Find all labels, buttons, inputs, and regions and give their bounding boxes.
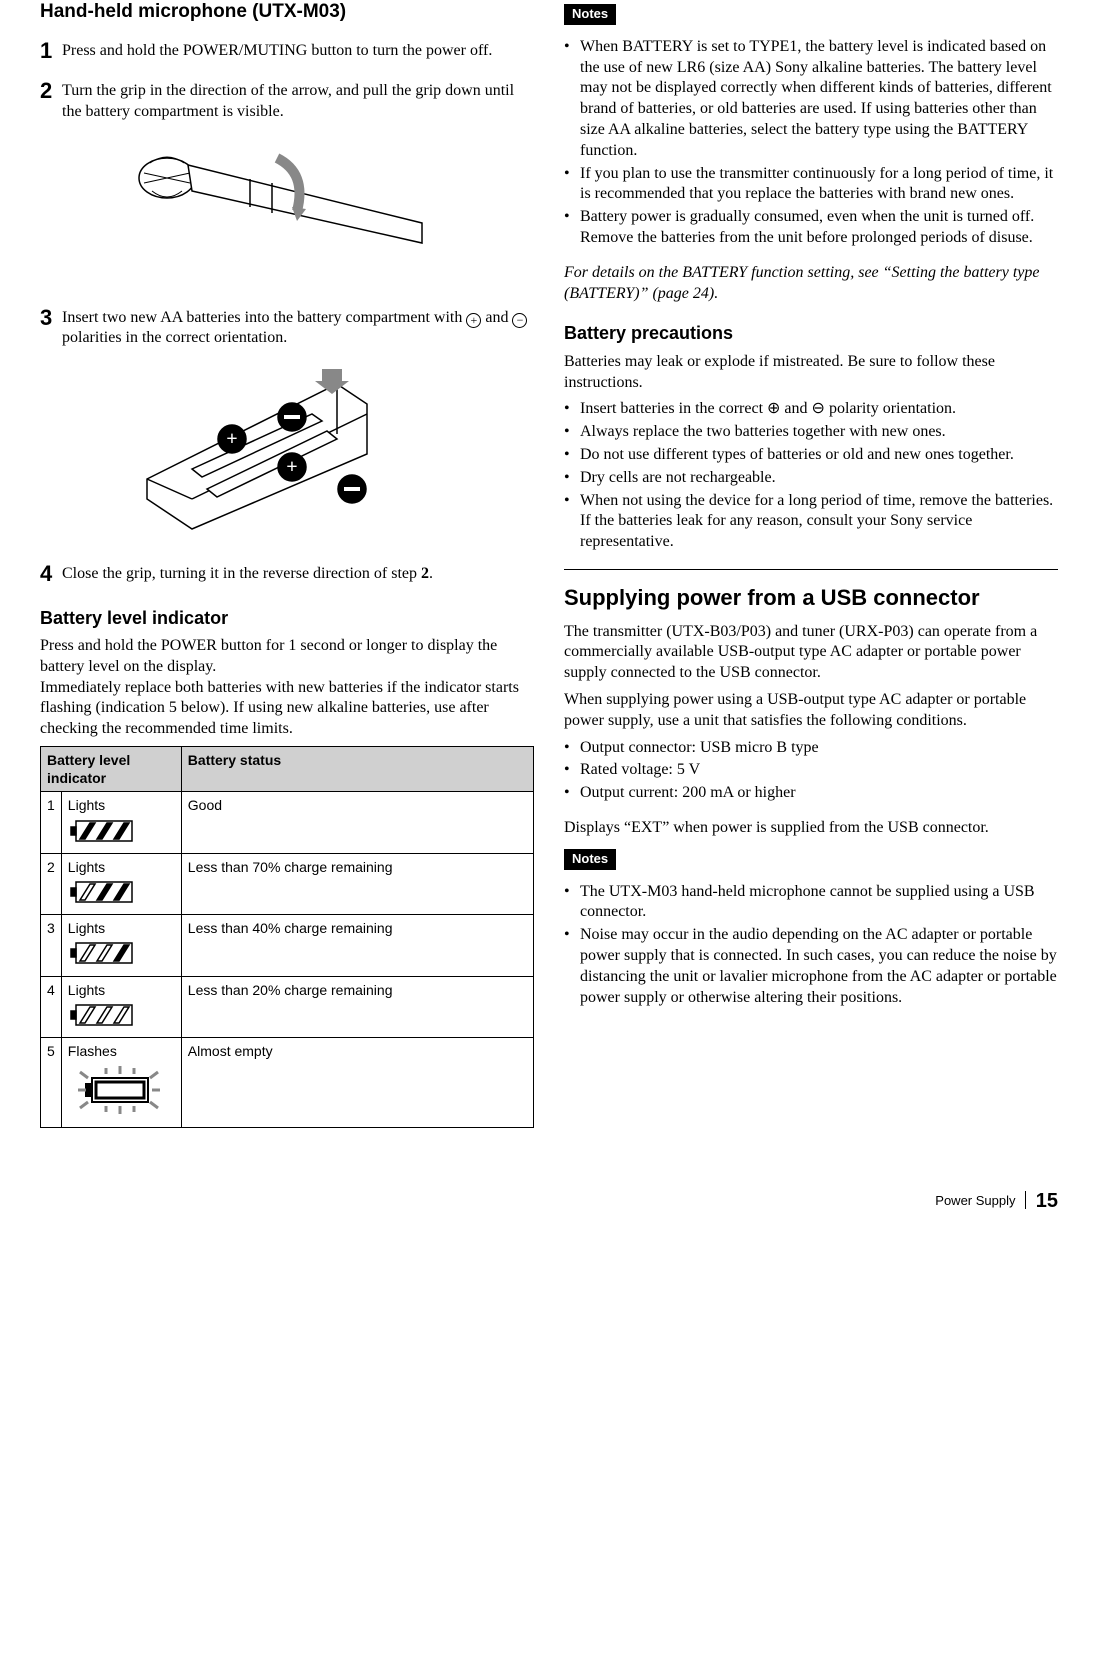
- step-text: Close the grip, turning it in the revers…: [62, 560, 534, 589]
- status-cell: Almost empty: [181, 1037, 533, 1127]
- table-header-indicator: Battery level indicator: [41, 747, 182, 792]
- minus-icon: −: [512, 313, 527, 328]
- precautions-list: Insert batteries in the correct ⊕ and ⊖ …: [564, 399, 1058, 553]
- footer-section: Power Supply: [935, 1193, 1015, 1208]
- row-number: 1: [41, 792, 62, 853]
- usb-ext-note: Displays “EXT” when power is supplied fr…: [564, 818, 1058, 839]
- row-number: 3: [41, 915, 62, 976]
- notes-list-2: The UTX-M03 hand-held microphone cannot …: [564, 882, 1058, 1009]
- step-number: 2: [40, 77, 62, 123]
- plus-icon: +: [466, 313, 481, 328]
- row-number: 2: [41, 853, 62, 914]
- battery-insert-figure: + +: [40, 359, 534, 546]
- indicator-cell: Lights: [61, 792, 181, 853]
- step-number: 1: [40, 37, 62, 66]
- list-item: Always replace the two batteries togethe…: [564, 422, 1058, 443]
- section-divider: [564, 569, 1058, 570]
- row-number: 4: [41, 976, 62, 1037]
- notes-badge: Notes: [564, 849, 616, 870]
- indicator-cell: Lights: [61, 976, 181, 1037]
- table-row: 3LightsLess than 40% charge remaining: [41, 915, 534, 976]
- page-footer: Power Supply 15: [40, 1188, 1058, 1214]
- battery-crossref: For details on the BATTERY function sett…: [564, 263, 1058, 305]
- status-cell: Less than 40% charge remaining: [181, 915, 533, 976]
- mic-title: Hand-held microphone (UTX-M03): [40, 0, 534, 25]
- step-text: Turn the grip in the direction of the ar…: [62, 77, 534, 123]
- list-item: If you plan to use the transmitter conti…: [564, 164, 1058, 206]
- indicator-cell: Flashes: [61, 1037, 181, 1127]
- usb-body-2: When supplying power using a USB-output …: [564, 690, 1058, 732]
- table-row: 2LightsLess than 70% charge remaining: [41, 853, 534, 914]
- list-item: Insert batteries in the correct ⊕ and ⊖ …: [564, 399, 1058, 420]
- battery-indicator-body: Press and hold the POWER button for 1 se…: [40, 636, 534, 740]
- page-number: 15: [1036, 1190, 1058, 1212]
- step-2: 2 Turn the grip in the direction of the …: [40, 77, 534, 123]
- list-item: When BATTERY is set to TYPE1, the batter…: [564, 37, 1058, 162]
- table-row: 1LightsGood: [41, 792, 534, 853]
- table-header-status: Battery status: [181, 747, 533, 792]
- list-item: Output connector: USB micro B type: [564, 738, 1058, 759]
- step-text: Press and hold the POWER/MUTING button t…: [62, 37, 534, 66]
- indicator-cell: Lights: [61, 915, 181, 976]
- step-1: 1 Press and hold the POWER/MUTING button…: [40, 37, 534, 66]
- usb-heading: Supplying power from a USB connector: [564, 584, 1058, 612]
- precautions-intro: Batteries may leak or explode if mistrea…: [564, 352, 1058, 394]
- list-item: The UTX-M03 hand-held microphone cannot …: [564, 882, 1058, 924]
- step-4: 4 Close the grip, turning it in the reve…: [40, 560, 534, 589]
- status-cell: Less than 20% charge remaining: [181, 976, 533, 1037]
- notes-list-1: When BATTERY is set to TYPE1, the batter…: [564, 37, 1058, 249]
- list-item: Rated voltage: 5 V: [564, 760, 1058, 781]
- svg-text:+: +: [226, 428, 237, 450]
- step-text: Insert two new AA batteries into the bat…: [62, 304, 534, 350]
- usb-body-1: The transmitter (UTX-B03/P03) and tuner …: [564, 622, 1058, 684]
- battery-indicator-heading: Battery level indicator: [40, 607, 534, 630]
- svg-text:+: +: [286, 456, 297, 478]
- footer-divider: [1025, 1191, 1026, 1209]
- list-item: Battery power is gradually consumed, eve…: [564, 207, 1058, 249]
- list-item: Noise may occur in the audio depending o…: [564, 925, 1058, 1008]
- indicator-cell: Lights: [61, 853, 181, 914]
- list-item: When not using the device for a long per…: [564, 491, 1058, 553]
- list-item: Do not use different types of batteries …: [564, 445, 1058, 466]
- list-item: Dry cells are not rechargeable.: [564, 468, 1058, 489]
- table-row: 4LightsLess than 20% charge remaining: [41, 976, 534, 1037]
- left-column: Hand-held microphone (UTX-M03) 1 Press a…: [40, 0, 534, 1128]
- list-item: Output current: 200 mA or higher: [564, 783, 1058, 804]
- battery-table: Battery level indicator Battery status 1…: [40, 746, 534, 1128]
- mic-grip-figure: [40, 133, 534, 290]
- precautions-heading: Battery precautions: [564, 322, 1058, 345]
- status-cell: Less than 70% charge remaining: [181, 853, 533, 914]
- notes-badge: Notes: [564, 4, 616, 25]
- table-row: 5FlashesAlmost empty: [41, 1037, 534, 1127]
- row-number: 5: [41, 1037, 62, 1127]
- step-3: 3 Insert two new AA batteries into the b…: [40, 304, 534, 350]
- usb-conditions-list: Output connector: USB micro B typeRated …: [564, 738, 1058, 804]
- status-cell: Good: [181, 792, 533, 853]
- step-number: 3: [40, 304, 62, 350]
- step-number: 4: [40, 560, 62, 589]
- right-column: Notes When BATTERY is set to TYPE1, the …: [564, 0, 1058, 1128]
